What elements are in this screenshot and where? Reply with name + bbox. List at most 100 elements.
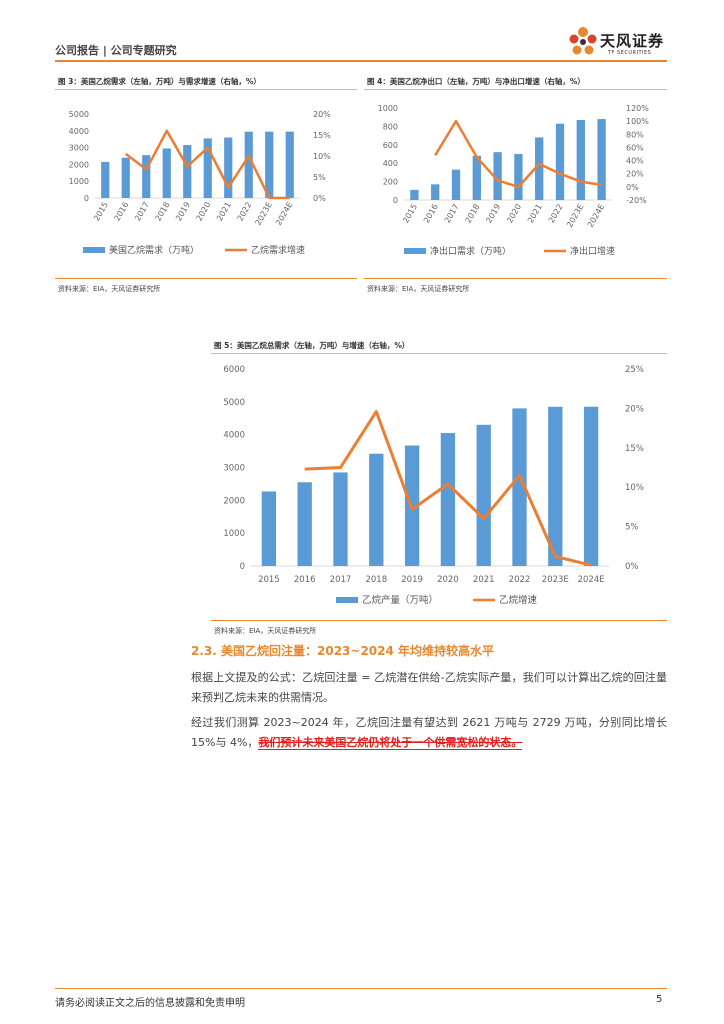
x-axis-tick-label: 2015 — [401, 203, 419, 225]
left-axis-tick-label: 400 — [383, 159, 398, 168]
right-axis-tick-label: 100% — [626, 117, 649, 126]
left-axis-tick-label: 2000 — [69, 160, 89, 169]
x-axis-tick-label: 2024E — [586, 203, 607, 230]
paragraph-2-highlight: 我们预计未来美国乙烷仍将处于一个供需宽松的状态。 — [258, 736, 523, 750]
bar — [493, 152, 502, 200]
left-axis-tick-label: 5000 — [69, 110, 89, 119]
legend-bar-label: 美国乙烷需求（万吨） — [109, 244, 199, 256]
bar — [597, 119, 606, 200]
right-axis-tick-label: 10% — [625, 483, 644, 493]
figure-3-caption: 图 3：美国乙烷需求（左轴，万吨）与需求增速（右轴，%） — [58, 77, 261, 86]
bar — [244, 131, 253, 198]
legend-bar-label: 净出口需求（万吨） — [430, 245, 511, 257]
x-axis-tick-label: 2020 — [195, 201, 213, 223]
bar — [535, 137, 544, 200]
x-axis-tick-label: 2021 — [473, 575, 495, 585]
left-axis-tick-label: 2000 — [223, 496, 245, 506]
figure-5-caption: 图 5：美国乙烷总需求（左轴，万吨）与增速（右轴，%） — [214, 341, 410, 350]
bar — [431, 184, 440, 200]
bar — [183, 145, 192, 198]
left-axis-tick-label: 5000 — [223, 398, 245, 408]
left-axis-tick-label: 200 — [383, 178, 398, 187]
x-axis-tick-label: 2024E — [274, 201, 295, 228]
bar — [472, 155, 481, 200]
figure-4-source: 资料来源：EIA，天风证券研究所 — [367, 285, 470, 293]
logo-flower-icon — [569, 27, 597, 55]
figure-3-top-rule — [55, 89, 357, 90]
logo-text: 天风证券 — [600, 32, 665, 50]
bar — [224, 137, 233, 198]
page-number: 5 — [656, 994, 663, 1005]
figure-5-top-rule — [211, 353, 667, 354]
right-axis-tick-label: 5% — [625, 523, 639, 533]
legend-bar-swatch — [336, 597, 358, 603]
x-axis-tick-label: 2022 — [509, 575, 531, 585]
right-axis-tick-label: 15% — [625, 444, 644, 454]
section-title: 2.3. 美国乙烷回注量：2023~2024 年均维持较高水平 — [191, 644, 495, 658]
right-axis-tick-label: 25% — [625, 365, 644, 375]
left-axis-tick-label: 6000 — [223, 365, 245, 375]
right-axis-tick-label: 0% — [313, 194, 326, 203]
x-axis-tick-label: 2023E — [565, 203, 586, 230]
left-axis-tick-label: 3000 — [69, 144, 89, 153]
figure-5-chart: 0 1000 2000 3000 4000 5000 6000 0% 5% 10% 15% 20% 25… — [223, 365, 644, 606]
x-axis-tick-label: 2017 — [443, 203, 461, 225]
right-axis-tick-label: 5% — [313, 173, 326, 182]
x-axis-tick-label: 2023E — [542, 575, 569, 585]
header-divider — [55, 60, 667, 62]
bar — [410, 189, 419, 200]
right-axis-tick-label: 0% — [625, 562, 639, 572]
x-axis-tick-label: 2019 — [401, 575, 423, 585]
x-axis-tick-label: 2021 — [526, 203, 544, 225]
legend-line-label: 净出口增速 — [570, 245, 615, 257]
x-axis-tick-label: 2017 — [330, 575, 352, 585]
bar — [548, 406, 563, 566]
section-paragraph-1: 根据上文提及的公式：乙烷回注量 = 乙烷潜在供给-乙烷实际产量，我们可以计算出乙… — [191, 671, 667, 704]
bar — [162, 148, 171, 198]
legend-line-label: 乙烷增速 — [499, 594, 538, 606]
bar — [512, 408, 527, 566]
bar — [514, 154, 523, 200]
paragraph-2-text: 经过我们测算 2023~2024 年，乙烷回注量有望达到 2621 万吨与 27… — [191, 716, 667, 749]
bar — [285, 131, 294, 198]
left-axis-tick-label: 1000 — [223, 529, 245, 539]
company-logo — [566, 24, 676, 60]
x-axis-tick-label: 2015 — [92, 201, 110, 223]
bar — [297, 482, 312, 566]
legend-bar-label: 乙烷产量（万吨） — [362, 594, 438, 606]
legend-line-label: 乙烷需求增速 — [251, 244, 305, 256]
right-axis-tick-label: 10% — [313, 152, 331, 161]
x-axis-tick-label: 2016 — [294, 575, 316, 585]
bar — [476, 424, 491, 566]
right-axis-tick-label: 80% — [626, 130, 644, 139]
figure-4-top-rule — [364, 89, 667, 90]
x-axis-tick-label: 2018 — [365, 575, 387, 585]
x-axis-tick-label: 2018 — [464, 203, 482, 225]
left-axis-tick-label: 1000 — [69, 177, 89, 186]
right-axis-tick-label: 60% — [626, 143, 644, 152]
footer-divider — [55, 988, 667, 989]
left-axis-tick-label: 1000 — [378, 104, 398, 113]
figure-4-bottom-rule — [364, 278, 667, 279]
left-axis-tick-label: 4000 — [69, 127, 89, 136]
left-axis-tick-label: 0 — [84, 194, 89, 203]
right-axis-tick-label: 20% — [313, 110, 331, 119]
right-axis-tick-label: 40% — [626, 157, 644, 166]
right-axis-tick-label: -20% — [626, 196, 647, 205]
x-axis-tick-label: 2020 — [505, 203, 523, 225]
bar — [203, 138, 212, 198]
legend-bar-swatch — [404, 248, 426, 254]
x-axis-tick-label: 2016 — [422, 203, 440, 225]
growth-line — [125, 129, 290, 200]
left-axis-tick-label: 0 — [240, 562, 245, 572]
footer-disclaimer: 请务必阅读正文之后的信息披露和免责申明 — [55, 998, 245, 1009]
bar — [583, 406, 599, 566]
left-axis-tick-label: 0 — [393, 196, 398, 205]
bar — [101, 161, 110, 198]
left-axis-tick-label: 600 — [383, 141, 398, 150]
x-axis-tick-label: 2024E — [578, 575, 605, 585]
left-axis-tick-label: 800 — [383, 122, 398, 131]
figure-4-caption: 图 4：美国乙烷净出口（左轴，万吨）与净出口增速（右轴，%） — [367, 77, 585, 86]
figure-5-bottom-rule — [211, 620, 667, 621]
growth-line — [304, 410, 592, 567]
